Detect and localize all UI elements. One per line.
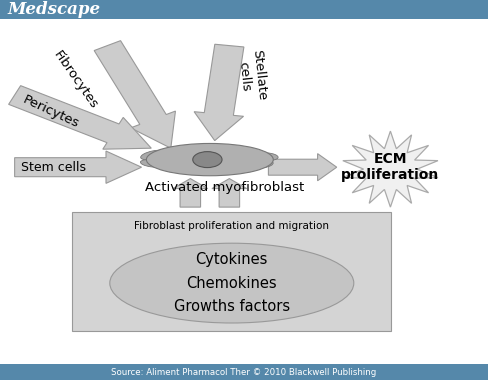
Ellipse shape	[254, 153, 278, 160]
Polygon shape	[173, 179, 208, 207]
Ellipse shape	[254, 160, 273, 168]
Ellipse shape	[193, 152, 222, 168]
Polygon shape	[343, 131, 438, 207]
Ellipse shape	[110, 243, 354, 323]
Text: Fibroblast proliferation and migration: Fibroblast proliferation and migration	[134, 221, 329, 231]
Polygon shape	[94, 41, 176, 148]
Polygon shape	[268, 154, 337, 181]
Text: Source: Aliment Pharmacol Ther © 2010 Blackwell Publishing: Source: Aliment Pharmacol Ther © 2010 Bl…	[111, 367, 377, 377]
Ellipse shape	[146, 143, 273, 176]
Text: Pericytes: Pericytes	[21, 93, 81, 131]
Text: Stem cells: Stem cells	[21, 161, 86, 174]
Polygon shape	[212, 179, 247, 207]
FancyBboxPatch shape	[72, 212, 391, 331]
Polygon shape	[15, 151, 142, 184]
Text: Cytokines
Chemokines
Growths factors: Cytokines Chemokines Growths factors	[174, 252, 290, 314]
Text: Activated myofibroblast: Activated myofibroblast	[145, 180, 304, 193]
FancyBboxPatch shape	[0, 0, 488, 19]
Ellipse shape	[141, 160, 162, 167]
Text: Fibrocytes: Fibrocytes	[51, 48, 101, 111]
Polygon shape	[9, 86, 151, 149]
Ellipse shape	[141, 150, 167, 160]
Text: Stellate
cells: Stellate cells	[235, 49, 268, 103]
Text: Medscape: Medscape	[7, 1, 101, 18]
FancyBboxPatch shape	[0, 364, 488, 380]
Polygon shape	[194, 44, 244, 141]
Text: ECM
proliferation: ECM proliferation	[341, 152, 440, 182]
